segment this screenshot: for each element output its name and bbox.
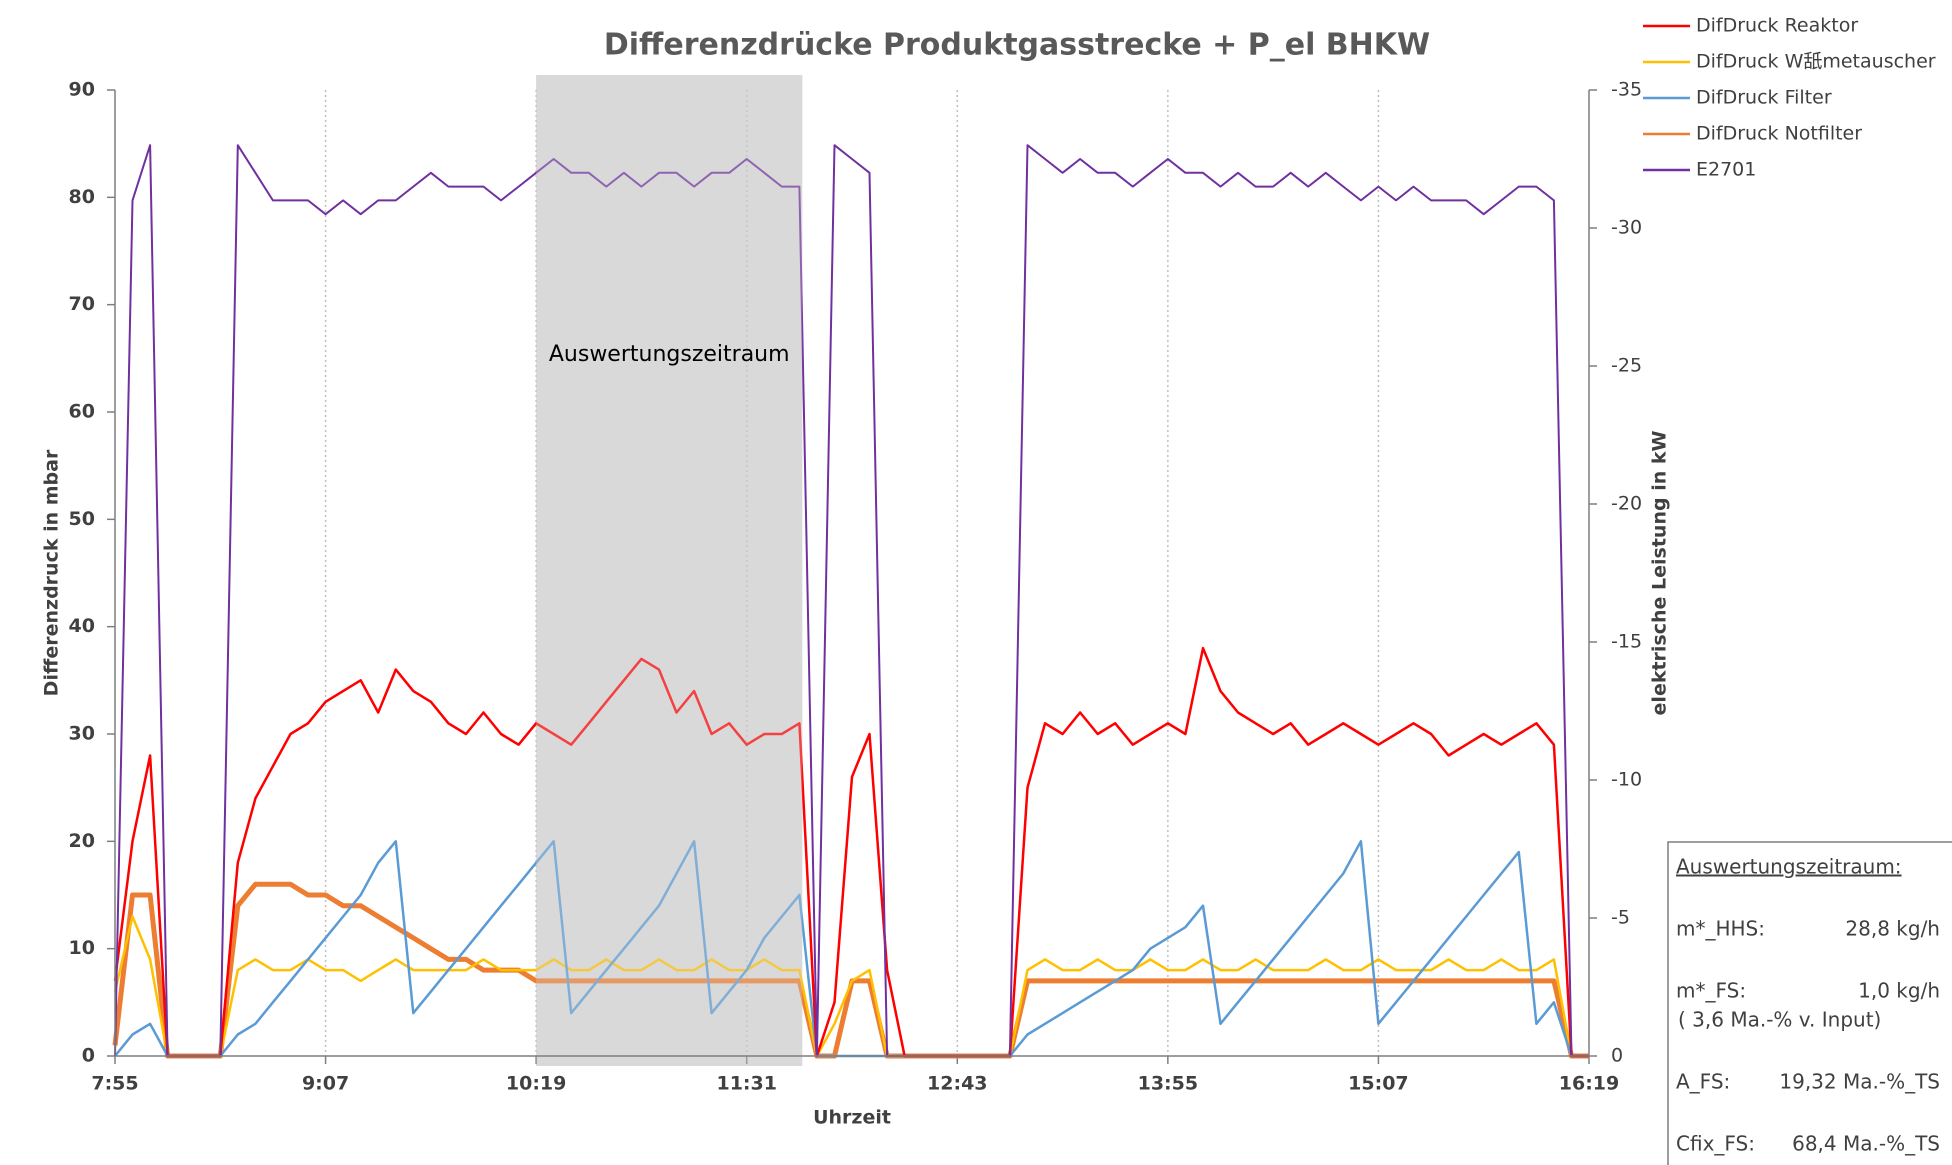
x-tick-label: 15:07 <box>1348 1073 1408 1095</box>
x-tick-label: 13:55 <box>1138 1073 1198 1095</box>
y-tick-label: 20 <box>69 830 95 852</box>
y-tick-label: 0 <box>82 1045 95 1067</box>
series-line <box>114 144 1589 1057</box>
y2-tick-label: -35 <box>1611 79 1642 101</box>
y2-tick-label: 0 <box>1611 1045 1623 1067</box>
y2-tick-label: -25 <box>1611 355 1642 377</box>
info-label: m*_FS: <box>1676 979 1746 1003</box>
y2-tick-label: -10 <box>1611 769 1642 791</box>
legend-label: E2701 <box>1696 159 1756 181</box>
info-value: 68,4 Ma.-%_TS <box>1792 1132 1940 1156</box>
y-tick-label: 50 <box>69 508 95 530</box>
evaluation-period-shade <box>536 75 803 1066</box>
y-tick-label: 40 <box>69 615 95 637</box>
info-value: 1,0 kg/h <box>1858 979 1940 1003</box>
info-value: 28,8 kg/h <box>1845 917 1940 941</box>
info-title: Auswertungszeitraum: <box>1676 855 1902 879</box>
x-tick-label: 12:43 <box>927 1073 987 1095</box>
y2-tick-label: -30 <box>1611 217 1642 239</box>
info-label: Cfix_FS: <box>1676 1132 1755 1156</box>
y-tick-label: 60 <box>69 401 95 423</box>
y2-axis-title: elektrische Leistung in kW <box>1649 431 1671 716</box>
x-tick-label: 16:19 <box>1559 1073 1619 1095</box>
y2-tick-label: -15 <box>1611 631 1642 653</box>
series-line <box>113 646 1589 1058</box>
evaluation-period-overlay <box>536 75 803 1066</box>
legend-label: DifDruck W舐metauscher <box>1696 51 1936 73</box>
y-axis-title: Differenzdruck in mbar <box>41 449 63 696</box>
info-label: m*_HHS: <box>1676 917 1765 941</box>
chart-title: Differenzdrücke Produktgasstrecke + P_el… <box>604 28 1430 63</box>
annotation-label: Auswertungszeitraum <box>549 342 790 367</box>
y-tick-label: 80 <box>69 186 95 208</box>
series-line <box>114 840 1589 1058</box>
x-axis-title: Uhrzeit <box>813 1107 891 1129</box>
info-box <box>1667 841 1952 1165</box>
x-tick-label: 10:19 <box>506 1073 566 1095</box>
y-tick-label: 10 <box>69 937 95 959</box>
legend-label: DifDruck Filter <box>1696 87 1832 109</box>
legend-label: DifDruck Reaktor <box>1696 15 1858 37</box>
y-tick-label: 30 <box>69 723 95 745</box>
info-value: 19,32 Ma.-%_TS <box>1779 1070 1940 1094</box>
y-tick-label: 90 <box>69 79 95 101</box>
info-note: ( 3,6 Ma.-% v. Input) <box>1678 1008 1881 1032</box>
x-tick-label: 7:55 <box>91 1073 138 1095</box>
info-label: A_FS: <box>1676 1070 1730 1094</box>
legend-label: DifDruck Notfilter <box>1696 123 1862 145</box>
series-line <box>113 915 1589 1058</box>
y2-tick-label: -20 <box>1611 493 1642 515</box>
y-tick-label: 70 <box>69 293 95 315</box>
y2-tick-label: -5 <box>1611 907 1630 929</box>
x-tick-label: 11:31 <box>716 1073 776 1095</box>
x-tick-label: 9:07 <box>302 1073 349 1095</box>
